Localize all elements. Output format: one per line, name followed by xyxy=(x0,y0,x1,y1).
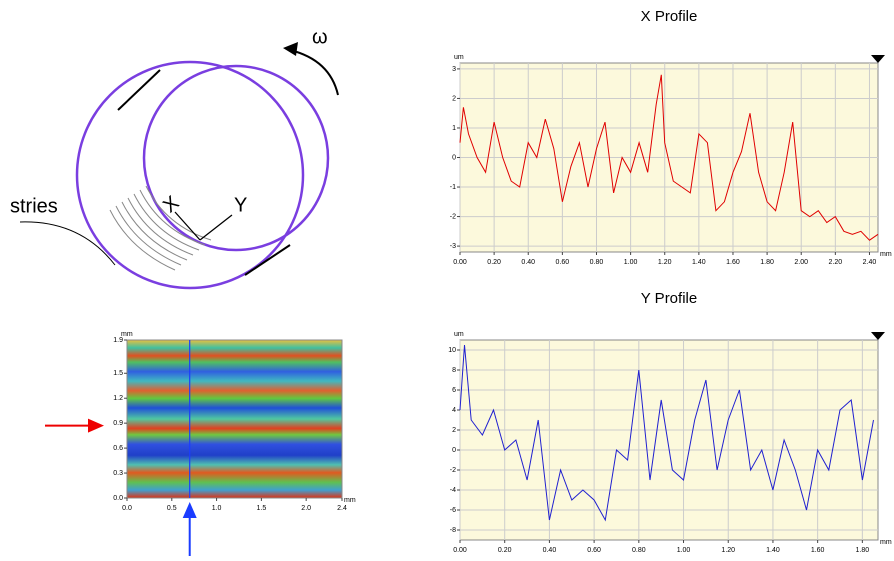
x-tick-label: 1.40 xyxy=(692,259,706,266)
x-tick-label: 1.60 xyxy=(811,547,825,554)
x-tick-label: 1.80 xyxy=(856,547,870,554)
stries-pointer xyxy=(19,221,116,266)
y-tick-label: -2 xyxy=(450,467,456,474)
cursor-marker xyxy=(871,332,885,340)
chart-title: Y Profile xyxy=(641,290,697,307)
x-unit-label: mm xyxy=(344,497,356,504)
diagram xyxy=(19,42,339,290)
x-unit-label: mm xyxy=(880,251,892,258)
y-tick-label: 0 xyxy=(452,154,456,161)
x-tick-label: 1.40 xyxy=(766,547,780,554)
y-axis-label: Y xyxy=(234,194,247,216)
y-tick-label: -6 xyxy=(450,507,456,514)
x-tick-label: 2.40 xyxy=(863,259,877,266)
y-tick-label: 2 xyxy=(452,427,456,434)
y-tick-label: 0.0 xyxy=(113,495,123,502)
y-tick-label: -4 xyxy=(450,487,456,494)
tangent xyxy=(244,244,291,276)
y-tick-label: 1.9 xyxy=(113,337,123,344)
arrowhead xyxy=(283,42,298,56)
plot-area xyxy=(459,339,879,541)
y-tick-label: 8 xyxy=(452,367,456,374)
x-tick-label: 1.20 xyxy=(721,547,735,554)
y-tick-label: 1.2 xyxy=(113,395,123,402)
x-tick-label: 0.80 xyxy=(590,259,604,266)
omega-arrow xyxy=(289,49,339,96)
profile-line xyxy=(459,344,874,522)
y-tick-label: 1 xyxy=(452,125,456,132)
tangent xyxy=(117,69,161,111)
y-tick-label: -1 xyxy=(450,184,456,191)
axes xyxy=(174,211,233,241)
x-tick-label: 1.20 xyxy=(658,259,672,266)
y-tick-label: 0.9 xyxy=(113,420,123,427)
y-tick-label: 0 xyxy=(452,447,456,454)
map-image xyxy=(126,339,343,499)
x-tick-label: 2.4 xyxy=(337,505,347,512)
x-tick-label: 0.60 xyxy=(556,259,570,266)
x-tick-label: 0.00 xyxy=(453,259,467,266)
chart-title: X Profile xyxy=(641,8,698,25)
x-tick-label: 2.00 xyxy=(794,259,808,266)
y-unit-label: mm xyxy=(121,331,133,338)
x-tick-label: 0.80 xyxy=(632,547,646,554)
x-tick-label: 2.0 xyxy=(301,505,311,512)
x-tick-label: 2.20 xyxy=(829,259,843,266)
y-tick-label: 4 xyxy=(452,407,456,414)
x-tick-label: 0.60 xyxy=(587,547,601,554)
y-tick-label: 0.6 xyxy=(113,445,123,452)
x-tick-label: 0.5 xyxy=(167,505,177,512)
x-tick-label: 1.80 xyxy=(760,259,774,266)
y-tick-label: -3 xyxy=(450,243,456,250)
y-unit-label: um xyxy=(454,331,464,338)
x-tick-label: 1.00 xyxy=(624,259,638,266)
cursor-marker xyxy=(871,55,885,63)
omega-label: ω xyxy=(312,26,328,48)
y-tick-label: 10 xyxy=(448,347,456,354)
x-tick-label: 0.40 xyxy=(521,259,535,266)
x-tick-label: 1.0 xyxy=(212,505,222,512)
stries-label: stries xyxy=(10,195,58,217)
outer-circle xyxy=(75,60,305,290)
y-tick-label: 6 xyxy=(452,387,456,394)
x-tick-label: 1.00 xyxy=(677,547,691,554)
x-tick-label: 1.5 xyxy=(257,505,267,512)
x-tick-label: 1.60 xyxy=(726,259,740,266)
y-unit-label: um xyxy=(454,54,464,61)
x-unit-label: mm xyxy=(880,539,892,546)
y-tick-label: 3 xyxy=(452,66,456,73)
x-tick-label: 0.00 xyxy=(453,547,467,554)
y-tick-label: -8 xyxy=(450,527,456,534)
cursor-arrowhead xyxy=(182,502,197,518)
profile-line xyxy=(459,74,879,241)
inner-circle xyxy=(142,64,330,252)
x-tick-label: 0.40 xyxy=(543,547,557,554)
stries-lines xyxy=(109,185,212,271)
y-tick-label: 1.5 xyxy=(113,370,123,377)
y-tick-label: 2 xyxy=(452,95,456,102)
x-tick-label: 0.0 xyxy=(122,505,132,512)
x-tick-label: 0.20 xyxy=(487,259,501,266)
y-tick-label: -2 xyxy=(450,213,456,220)
x-tick-label: 0.20 xyxy=(498,547,512,554)
row-arrowhead xyxy=(88,418,104,433)
y-tick-label: 0.3 xyxy=(113,470,123,477)
